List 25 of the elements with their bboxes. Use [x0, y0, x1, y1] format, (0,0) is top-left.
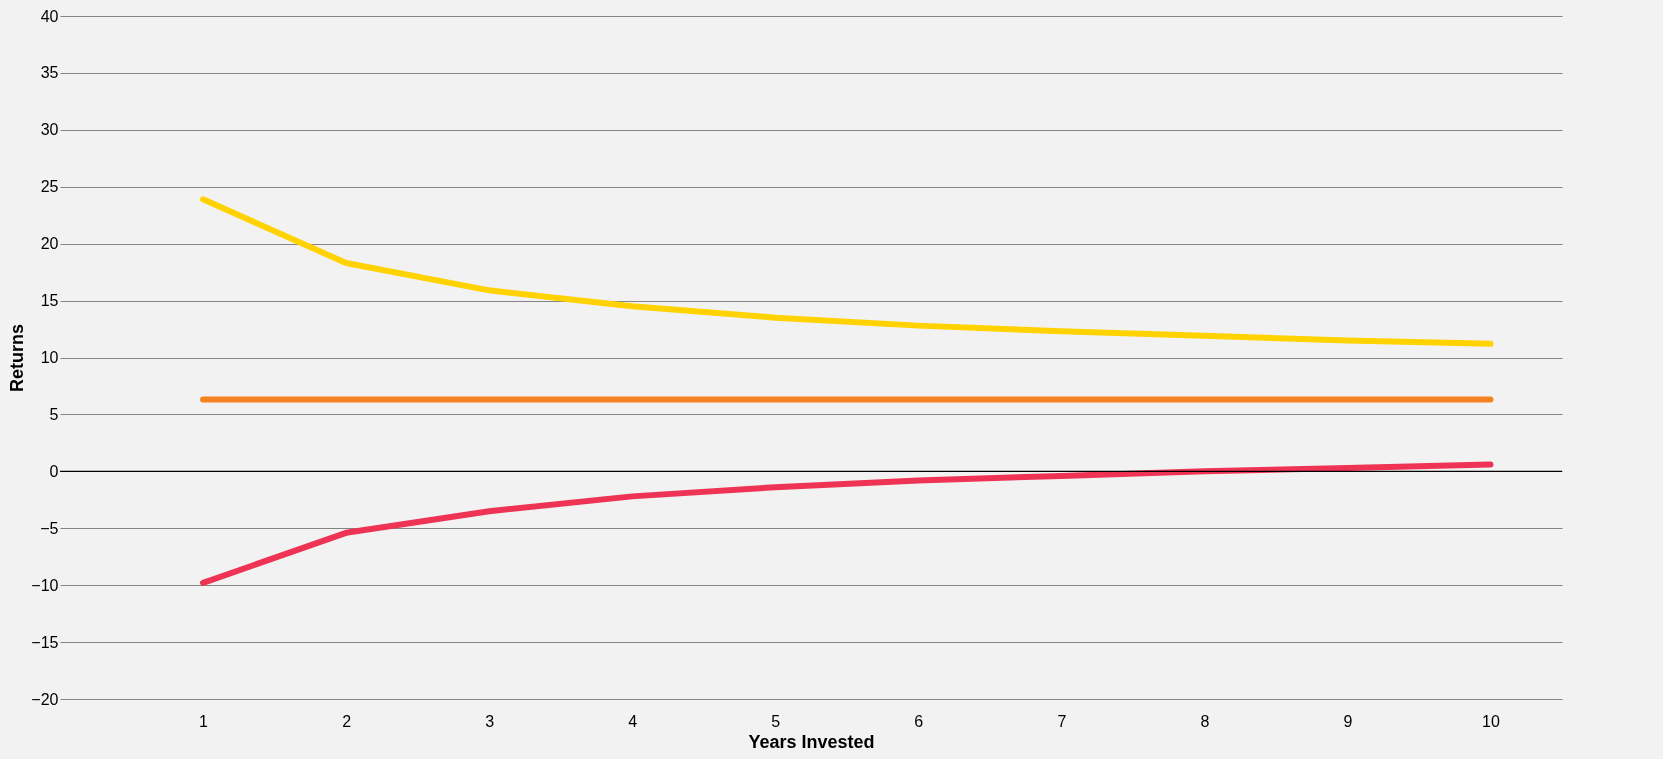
y-tick-label: 30 — [40, 121, 59, 139]
y-axis-title: Returns — [7, 323, 28, 393]
y-tick-label: −5 — [40, 519, 59, 537]
y-tick-label: 40 — [40, 7, 59, 25]
x-tick-label: 2 — [342, 712, 352, 730]
x-tick-label: 6 — [914, 712, 924, 730]
x-tick-label: 4 — [628, 712, 638, 730]
x-tick-label: 7 — [1057, 712, 1067, 730]
y-tick-label: 25 — [40, 178, 59, 196]
x-tick-label: 3 — [485, 712, 495, 730]
x-tick-label: 10 — [1482, 712, 1500, 730]
x-tick-label: 5 — [771, 712, 781, 730]
y-tick-label: 10 — [40, 349, 59, 366]
x-tick-label: 1 — [199, 712, 209, 730]
y-tick-label: 15 — [40, 292, 59, 310]
y-tick-label: −15 — [31, 633, 59, 651]
y-tick-label: 20 — [40, 235, 59, 253]
x-tick-label: 8 — [1200, 712, 1210, 730]
y-tick-label: 0 — [49, 462, 59, 480]
x-tick-label: 9 — [1343, 712, 1353, 730]
y-tick-label: −20 — [31, 690, 59, 708]
y-tick-label: 5 — [49, 405, 59, 423]
x-axis-title: Years Invested — [748, 731, 875, 752]
y-tick-label: 35 — [40, 64, 59, 82]
y-tick-label: −10 — [31, 576, 59, 594]
